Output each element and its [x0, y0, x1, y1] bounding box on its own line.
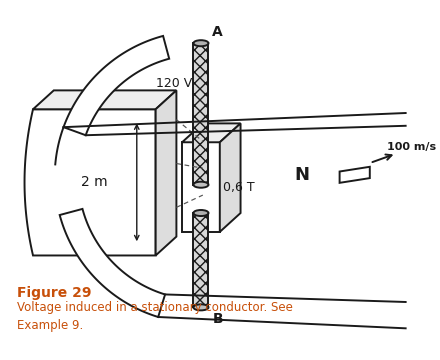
Ellipse shape [194, 40, 209, 46]
Text: A: A [212, 26, 223, 40]
Text: 2 m: 2 m [81, 175, 108, 189]
Polygon shape [156, 90, 176, 256]
Ellipse shape [194, 210, 209, 216]
Text: $\mathbf{N}$: $\mathbf{N}$ [294, 166, 310, 184]
Polygon shape [63, 36, 169, 135]
Polygon shape [33, 90, 176, 109]
Text: 100 m/s: 100 m/s [387, 142, 436, 152]
Polygon shape [60, 209, 165, 317]
Polygon shape [340, 167, 370, 183]
Polygon shape [182, 123, 241, 142]
Polygon shape [194, 213, 209, 307]
Text: B: B [212, 312, 223, 326]
Polygon shape [182, 142, 220, 232]
Ellipse shape [194, 304, 209, 310]
Polygon shape [194, 43, 209, 185]
Text: 120 V: 120 V [156, 77, 192, 90]
Polygon shape [220, 123, 241, 232]
Text: Figure 29: Figure 29 [17, 285, 92, 300]
Text: 0,6 T: 0,6 T [223, 181, 254, 194]
Text: Voltage induced in a stationary conductor. See
Example 9.: Voltage induced in a stationary conducto… [17, 301, 293, 332]
Polygon shape [25, 109, 156, 256]
Ellipse shape [194, 182, 209, 188]
